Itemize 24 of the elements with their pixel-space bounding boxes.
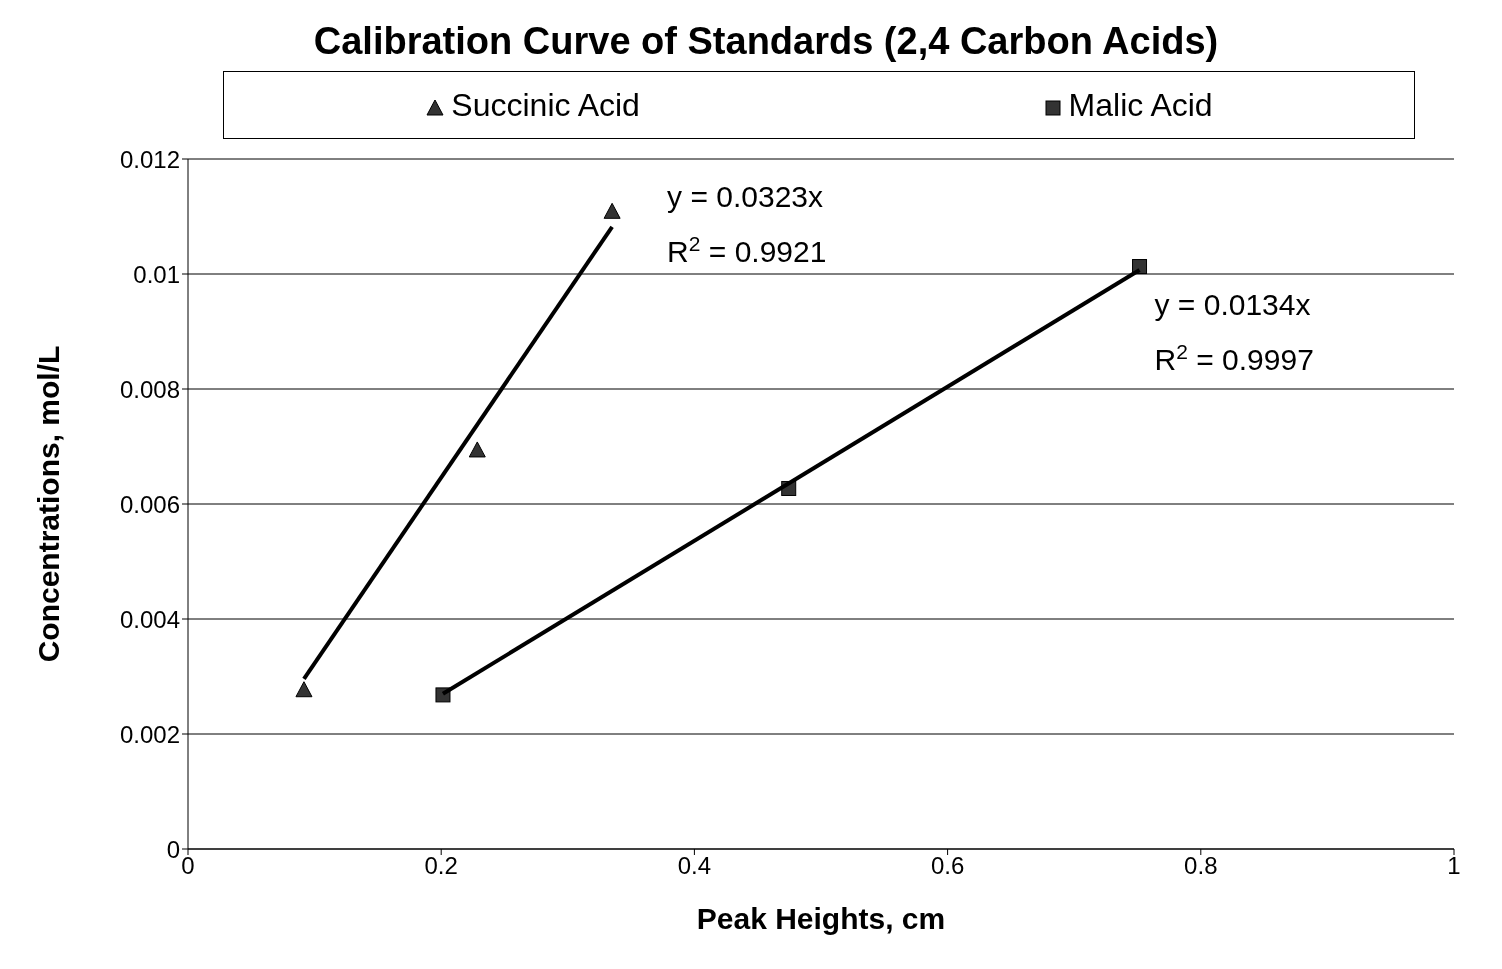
- chart-title: Calibration Curve of Standards (2,4 Carbon Acids): [312, 19, 1220, 63]
- y-tick-label: 0.008: [119, 375, 180, 403]
- y-tick-label: 0.006: [119, 490, 180, 518]
- x-tick-label: 1: [1447, 852, 1461, 880]
- annotation: y = 0.0134x: [1154, 287, 1311, 321]
- x-tick-label: 0.6: [930, 852, 965, 880]
- legend-label: Succinic Acid: [450, 86, 640, 124]
- x-tick-label: 0.8: [1184, 852, 1218, 880]
- point: [295, 681, 313, 698]
- x-axis-title: Peak Heights, cm: [696, 902, 946, 935]
- y-tick-label: 0.012: [119, 145, 180, 173]
- point: [603, 202, 621, 219]
- y-tick-label: 0.01: [133, 260, 180, 288]
- legend-label: Malic Acid: [1067, 86, 1213, 124]
- y-axis-title: Concentrations, mol/L: [31, 345, 65, 663]
- annotation: R$^{2}$ = 0.9997: [1154, 339, 1314, 376]
- annotation: R$^{2}$ = 0.9921: [667, 231, 827, 268]
- y-tick-label: 0.004: [119, 605, 180, 633]
- y-tick-label: 0.002: [119, 720, 180, 748]
- point: [468, 441, 486, 458]
- y-tick-label: 0: [166, 835, 180, 863]
- x-tick-label: 0.2: [424, 852, 458, 880]
- x-tick-label: 0.4: [677, 852, 712, 880]
- annotation: y = 0.0323x: [667, 179, 824, 213]
